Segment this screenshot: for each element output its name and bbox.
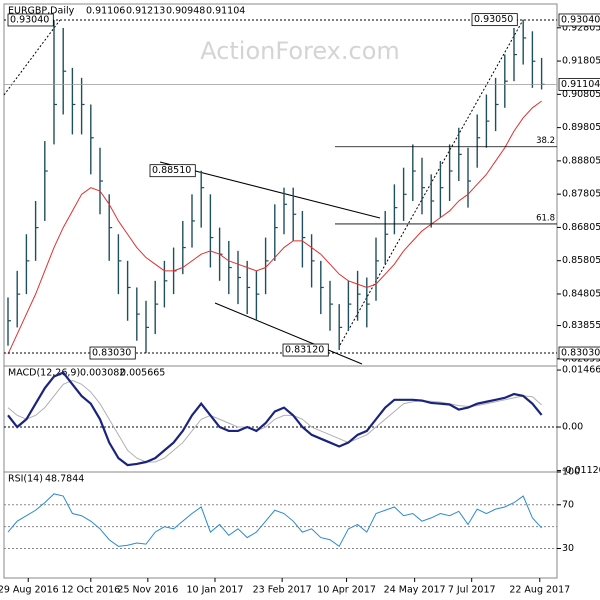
y-tick-label: 0.85805 (562, 255, 600, 266)
readout-value: 0.003082 (80, 368, 125, 379)
fib-label: 38.2 (536, 136, 555, 146)
readout-value: 0.90948 (166, 6, 205, 17)
label-box (149, 164, 196, 178)
label-box (282, 343, 329, 357)
label-box (89, 346, 136, 360)
x-tick-label: 12 Oct 2016 (61, 585, 120, 596)
y-tick-label: 30 (562, 543, 574, 554)
frame (3, 3, 558, 579)
watermark: ActionForex.com (200, 37, 400, 65)
y-tick-label: 0.84805 (562, 288, 600, 299)
label-text: 0.93040 (561, 14, 600, 25)
x-tick-label: 23 Feb 2017 (253, 585, 312, 596)
label-box (558, 346, 600, 360)
label-box (558, 77, 600, 91)
x-tick-label: 24 May 2017 (384, 585, 446, 596)
y-tick-label: 0.88805 (562, 155, 600, 166)
channel-line (214, 302, 363, 365)
y-tick-label: -0.011202 (562, 465, 600, 476)
y-tick-label: 0.00 (562, 422, 583, 433)
label-text: 0.88510 (152, 165, 191, 176)
y-tick-label: 0.87805 (562, 189, 600, 200)
x-tick-label: 25 Nov 2016 (117, 585, 178, 596)
y-tick-label: 0.92805 (562, 22, 600, 33)
label-text: 0.93050 (474, 14, 513, 25)
readout-value: 0.91104 (206, 6, 245, 17)
label-box (7, 13, 54, 27)
label-box (471, 13, 518, 27)
panel-title: MACD(12,26,9) (8, 368, 80, 379)
x-tick-label: 29 Aug 2016 (0, 585, 59, 596)
y-tick-label: 70 (562, 499, 574, 510)
readout-value: 48.7844 (45, 474, 84, 485)
series-line (7, 493, 542, 548)
series-line (7, 379, 542, 463)
panel-title: EURGBP,Daily (8, 6, 75, 17)
label-text: 0.83120 (285, 345, 324, 356)
label-box (558, 13, 600, 27)
series-line (7, 371, 543, 467)
y-tick-label: 0.014661 (562, 365, 600, 376)
y-tick-label: 0.91805 (562, 56, 600, 67)
label-text: 0.91104 (561, 79, 600, 90)
y-tick-label: 0.86805 (562, 222, 600, 233)
fib-label: 61.8 (536, 213, 555, 223)
readout-value: 0.91106 (86, 6, 125, 17)
y-tick-label: 0.90805 (562, 89, 600, 100)
readout-value: 0.91213 (126, 6, 165, 17)
x-tick-label: 10 Jan 2017 (187, 585, 244, 596)
channel-line (159, 161, 381, 219)
x-tick-label: 10 Apr 2017 (317, 585, 376, 596)
label-text: 0.83030 (561, 348, 600, 359)
x-tick-label: 22 Aug 2017 (509, 585, 570, 596)
panel-title: RSI(14) (8, 474, 43, 485)
moving-average (7, 100, 542, 355)
x-tick-label: 7 Jul 2017 (448, 585, 496, 596)
readout-value: 0.005665 (120, 368, 165, 379)
y-tick-label: 100 (562, 467, 580, 478)
y-tick-label: 0.89805 (562, 122, 600, 133)
y-tick-label: 0.83855 (562, 320, 600, 331)
label-text: 0.93040 (10, 14, 49, 25)
label-text: 0.83030 (92, 348, 131, 359)
